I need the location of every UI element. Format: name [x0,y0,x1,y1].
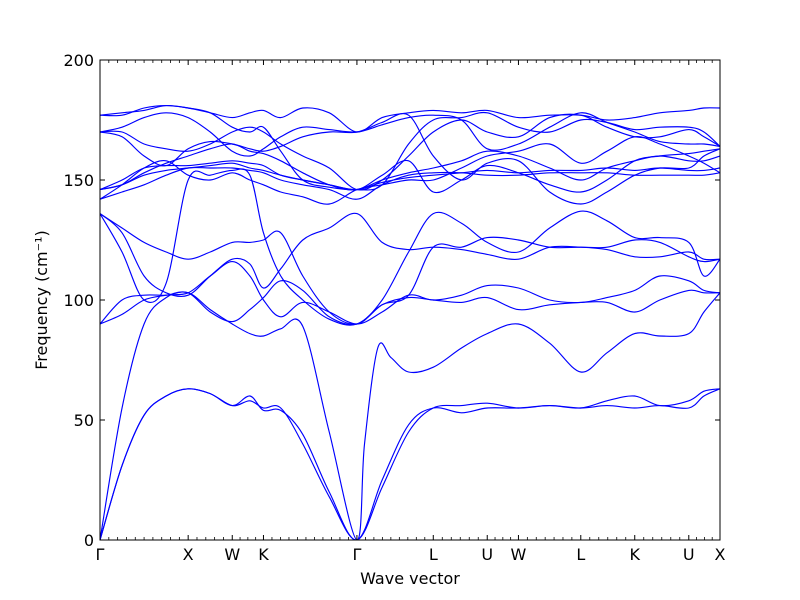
band-line-16 [100,105,720,133]
x-axis-label: Wave vector [360,569,460,588]
y-tick-label: 100 [63,291,94,310]
x-tick-label: L [429,545,438,564]
band-line-8 [100,168,720,326]
y-axis-label: Frequency (cm⁻¹) [32,230,51,369]
x-tick-label: L [576,545,585,564]
band-line-2 [100,388,720,540]
y-tick-label: 200 [63,51,94,70]
band-line-3 [100,291,720,540]
x-tick-label: K [629,545,640,564]
band-line-13 [100,112,720,205]
x-tick-label: Γ [352,545,361,564]
y-tick-label: 0 [84,531,94,550]
x-tick-label: X [715,545,726,564]
x-tick-label: U [481,545,493,564]
band-line-14 [100,112,720,157]
plot-frame [99,59,721,541]
y-tick-label: 150 [63,171,94,190]
band-line-6 [100,213,720,325]
band-line-7 [100,212,720,298]
band-line-4 [100,261,720,325]
band-series-group [100,104,720,540]
band-line-10 [100,162,720,191]
band-line-17 [100,113,720,191]
x-tick-label: K [258,545,269,564]
band-line-18 [100,136,720,205]
band-line-12 [100,143,720,194]
y-tick-label: 50 [74,411,94,430]
x-tick-label: U [683,545,695,564]
x-tick-label: W [224,545,240,564]
x-tick-label: X [183,545,194,564]
x-tick-label: W [511,545,527,564]
x-tick-label: Γ [96,545,105,564]
